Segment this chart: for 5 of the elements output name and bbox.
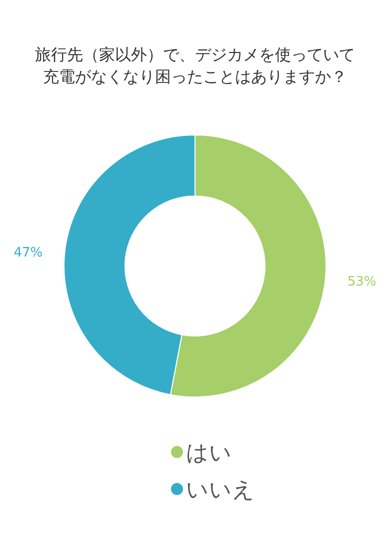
legend-label: はい (186, 441, 232, 466)
legend-label: いいえ (186, 478, 255, 503)
data-label: 53% (347, 274, 376, 290)
chart-title: 旅行先（家以外）で、デジカメを使っていて充電がなくなり困ったことはありますか？ (35, 45, 355, 86)
data-label: 47% (14, 246, 43, 261)
